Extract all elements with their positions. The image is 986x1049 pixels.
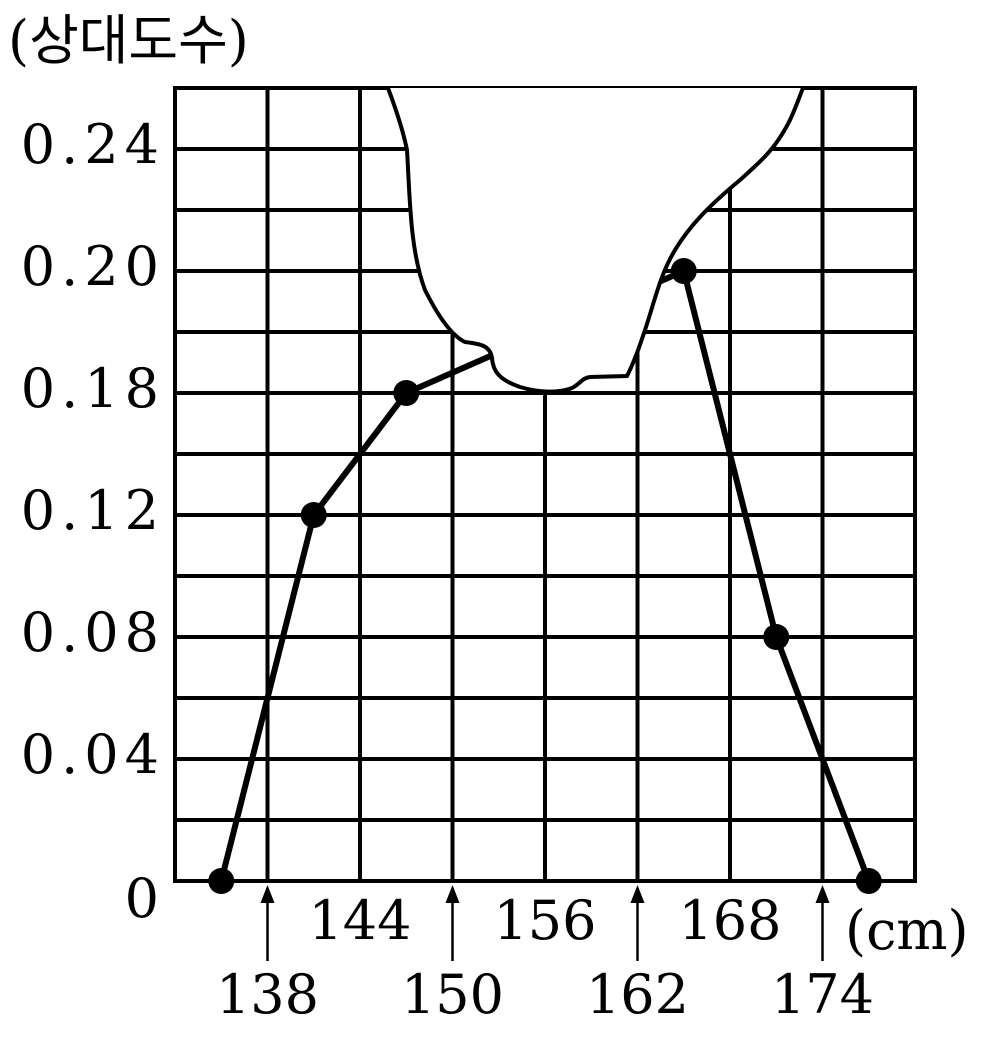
x-axis-label: (cm): [845, 899, 969, 962]
x-tick-label: 174: [771, 963, 874, 1026]
x-tick-label: 138: [216, 963, 319, 1026]
x-tick-label: 162: [586, 963, 689, 1026]
y-tick-label: 0: [125, 867, 165, 930]
y-tick-label: 0.12: [21, 479, 165, 542]
y-tick-label: 0.18: [21, 357, 165, 420]
point: [300, 502, 327, 528]
y-tick-label: 0.20: [21, 235, 165, 298]
tick-arrowhead: [815, 885, 830, 903]
x-tick-label: 168: [678, 889, 781, 952]
x-tick-label: 156: [493, 889, 596, 952]
y-tick-label: 0.04: [21, 723, 165, 786]
y-tick-label: 0.08: [21, 601, 165, 664]
y-tick-label: 0.24: [21, 113, 165, 176]
point: [763, 624, 790, 650]
point: [670, 258, 697, 284]
point: [855, 868, 882, 894]
x-tick-label: 144: [308, 889, 411, 952]
torn-edge: [386, 87, 805, 394]
tick-arrowhead: [445, 885, 460, 903]
tick-arrowhead: [260, 885, 275, 903]
torn-area: [388, 88, 803, 392]
y-axis-label: (상대도수): [8, 9, 249, 72]
point: [208, 868, 235, 894]
x-tick-label: 150: [401, 963, 504, 1026]
tick-arrowhead: [630, 885, 645, 903]
point: [393, 380, 420, 406]
